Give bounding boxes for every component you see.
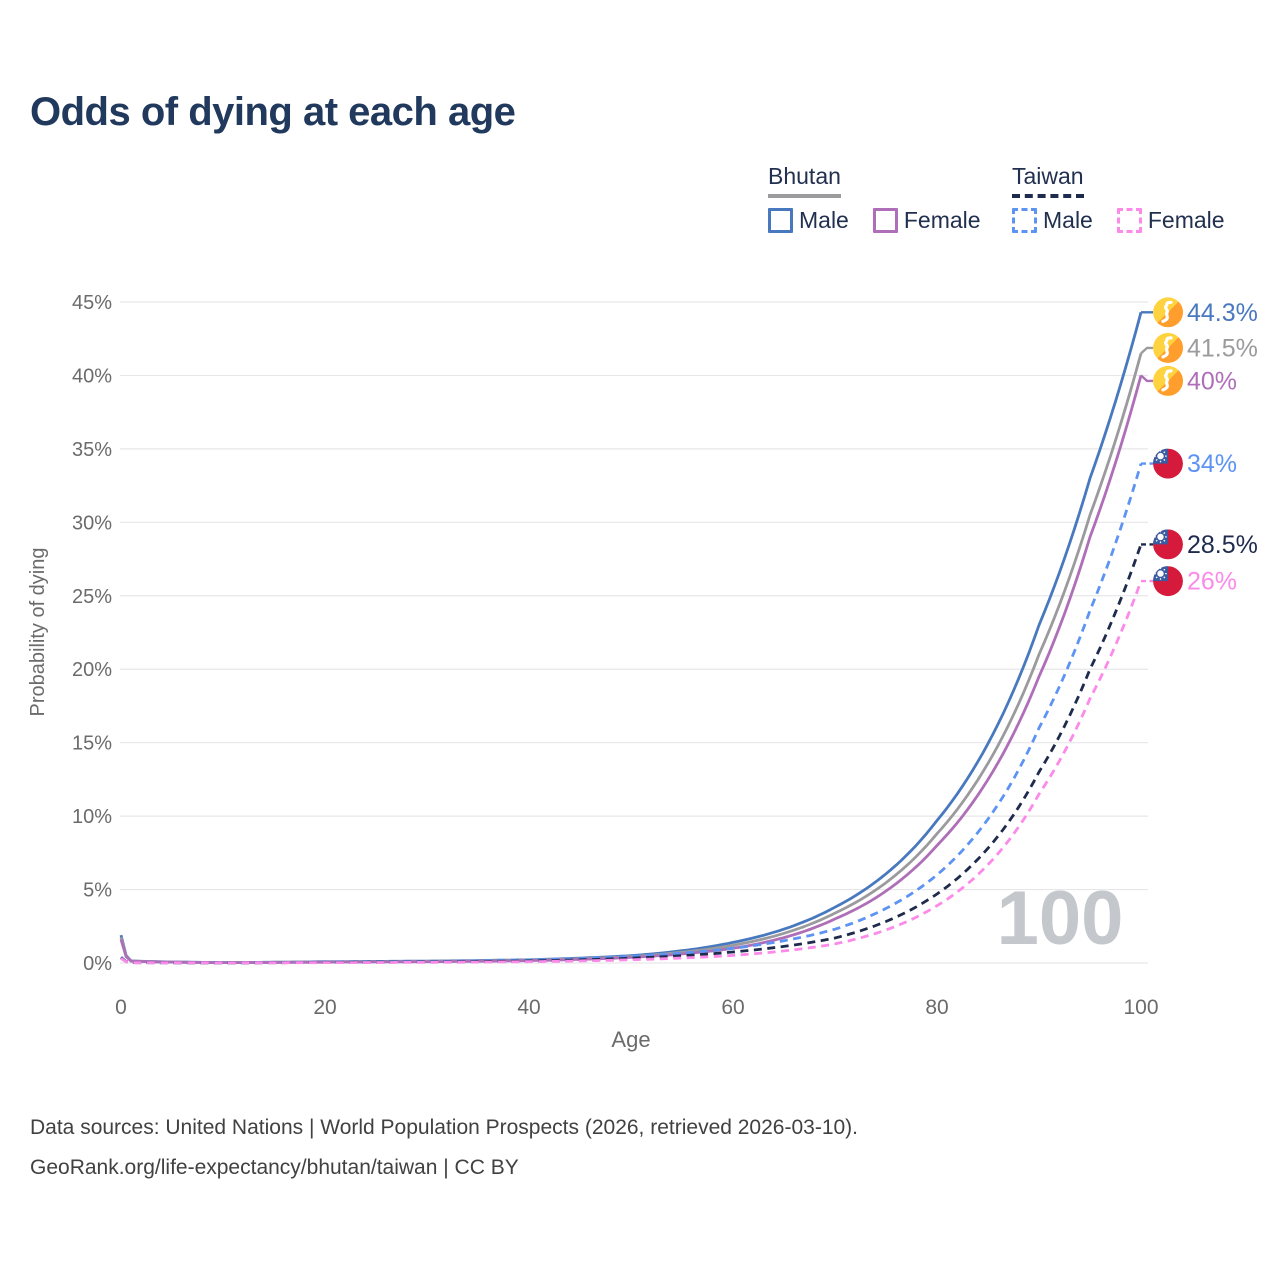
series-line-taiwan-both[interactable] — [120, 543, 1143, 965]
y-axis-title: Probability of dying — [27, 548, 49, 717]
series-line-bhutan-both[interactable] — [119, 353, 1143, 964]
bhutan-flag-icon — [1153, 365, 1183, 396]
legend-item-label: Female — [1147, 207, 1225, 233]
legend-group-bhutan: Bhutan Male Female — [768, 163, 1005, 234]
series-line-taiwan-male[interactable] — [120, 463, 1143, 965]
bhutan-flag-icon — [1153, 332, 1183, 363]
bhutan-female-swatch-icon — [872, 208, 898, 233]
legend-country-taiwan[interactable]: Taiwan — [1012, 163, 1084, 198]
series-end-value-bhutan-female: 40% — [1187, 367, 1237, 395]
legend-item-label: Male — [799, 207, 849, 233]
x-tick-label: 100 — [1123, 996, 1158, 1019]
series-curves — [119, 311, 1143, 965]
x-tick-label: 80 — [925, 996, 948, 1019]
legend-item-label: Female — [903, 207, 981, 233]
y-tick-label: 40% — [72, 365, 112, 387]
y-tick-label: 10% — [72, 806, 112, 828]
gridlines — [120, 301, 1148, 964]
legend-item-taiwan-male[interactable]: Male — [1012, 207, 1093, 234]
taiwan-flag-icon — [1153, 448, 1183, 479]
y-tick-label: 15% — [72, 733, 112, 755]
chart-title: Odds of dying at each age — [30, 90, 516, 134]
legend-item-label: Male — [1043, 207, 1093, 233]
y-tick-label: 30% — [72, 512, 112, 534]
series-line-taiwan-female[interactable] — [120, 580, 1143, 965]
x-tick-label: 20 — [313, 996, 336, 1019]
x-tick-label: 0 — [115, 996, 127, 1019]
age-counter-watermark: 100 — [997, 876, 1124, 961]
taiwan-flag-icon — [1153, 566, 1183, 597]
footer-attribution-line: GeoRank.org/life-expectancy/bhutan/taiwa… — [30, 1156, 519, 1179]
axis-tick-labels: 0% 5% 10% 15% 20% 25% 30% 35% 40% 45% 0 20 40 60 80 100 — [72, 292, 1159, 1019]
footer: Data sources: United Nations | World Pop… — [30, 1108, 858, 1188]
series-end-value-taiwan-both: 28.5% — [1187, 531, 1258, 559]
y-tick-label: 25% — [72, 586, 112, 608]
series-end-value-bhutan-male: 44.3% — [1187, 299, 1258, 327]
x-axis-title: Age — [611, 1027, 650, 1052]
x-tick-label: 40 — [517, 996, 540, 1019]
taiwan-female-swatch-icon — [1116, 208, 1142, 233]
x-tick-label: 60 — [721, 996, 744, 1019]
y-tick-label: 5% — [83, 880, 112, 902]
taiwan-male-swatch-icon — [1012, 208, 1037, 233]
y-tick-label: 45% — [72, 292, 112, 314]
series-end-value-bhutan-both: 41.5% — [1187, 334, 1258, 362]
bhutan-male-swatch-icon — [768, 208, 793, 233]
legend-country-bhutan[interactable]: Bhutan — [768, 163, 841, 198]
y-tick-label: 35% — [72, 439, 112, 461]
y-tick-label: 20% — [72, 659, 112, 681]
legend-item-taiwan-female[interactable]: Female — [1116, 207, 1225, 234]
series-end-labels: 44.3% 41.5% 40% 34% 28.5% 26% — [1140, 297, 1258, 597]
end-label-leader-line — [1140, 374, 1153, 383]
bhutan-flag-icon — [1153, 297, 1183, 328]
legend-item-bhutan-male[interactable]: Male — [768, 207, 849, 234]
legend-item-bhutan-female[interactable]: Female — [872, 207, 981, 234]
series-end-value-taiwan-male: 34% — [1187, 450, 1237, 478]
footer-sources-line: Data sources: United Nations | World Pop… — [30, 1116, 859, 1139]
series-line-bhutan-male[interactable] — [119, 311, 1143, 964]
y-tick-label: 0% — [83, 953, 112, 975]
end-label-leader-line — [1140, 346, 1153, 355]
series-line-bhutan-female[interactable] — [119, 375, 1143, 964]
taiwan-flag-icon — [1153, 529, 1183, 560]
series-end-value-taiwan-female: 26% — [1187, 568, 1237, 596]
legend-group-taiwan: Taiwan Male Female — [1012, 163, 1249, 234]
